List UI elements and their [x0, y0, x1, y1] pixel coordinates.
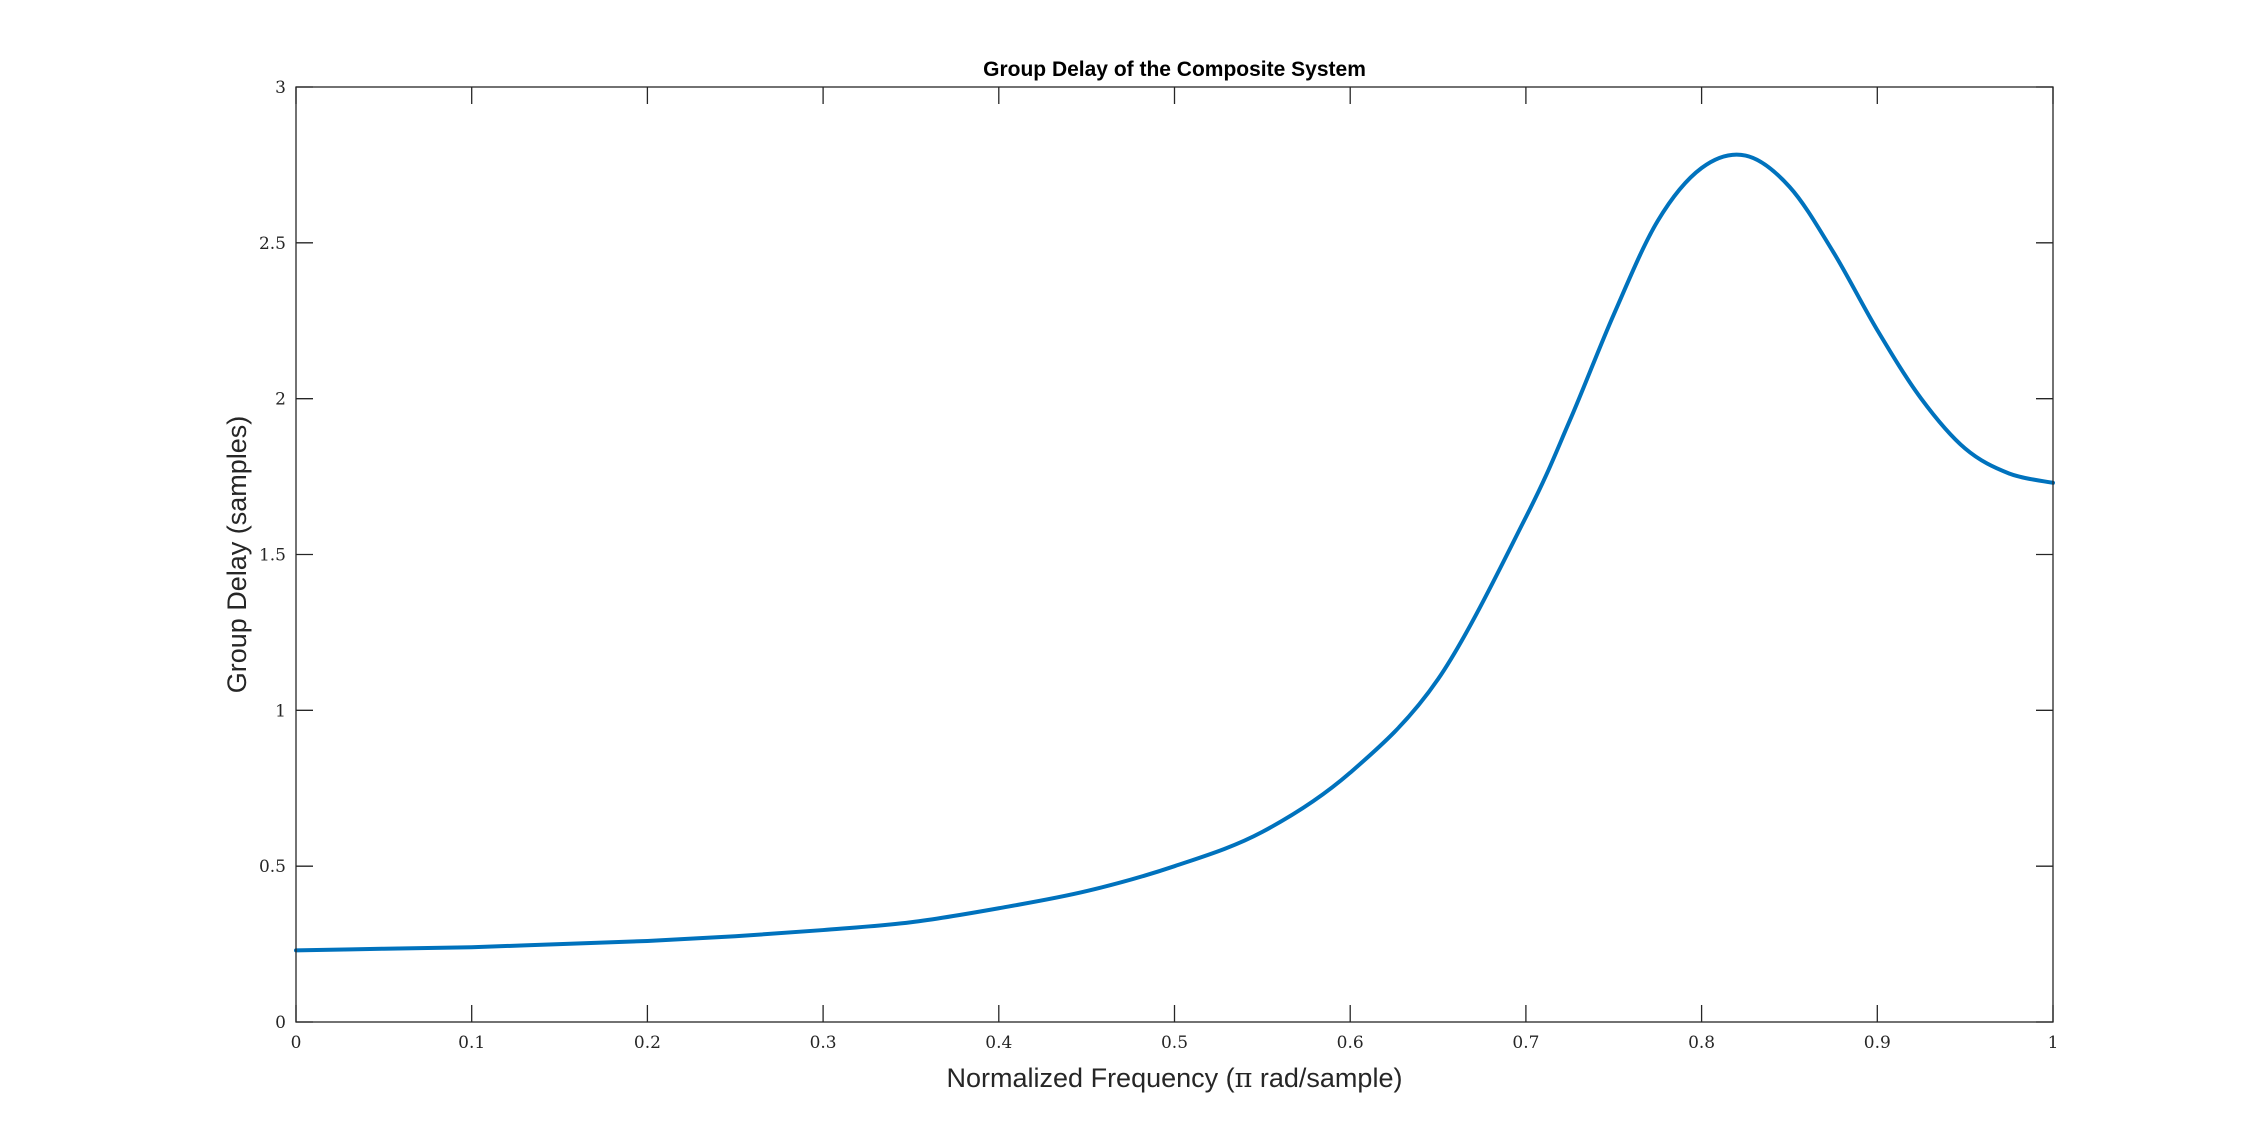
x-tick-label: 1	[2048, 1033, 2059, 1053]
x-tick-label: 0.4	[985, 1033, 1012, 1053]
x-tick-label: 0.5	[1161, 1033, 1188, 1053]
y-tick-label: 3	[275, 78, 286, 98]
chart-title: Group Delay of the Composite System	[983, 58, 1366, 81]
y-tick-label: 1	[275, 701, 286, 721]
y-tick-label: 2.5	[259, 234, 286, 254]
y-tick-label: 1.5	[259, 546, 286, 566]
x-tick-label: 0.3	[810, 1033, 837, 1053]
x-axis-label: Normalized Frequency (π rad/sample)	[947, 1063, 1403, 1094]
axes-background	[296, 87, 2053, 1022]
tick-labels: 0 0.1 0.2 0.3 0.4 0.5 0.6 0.7 0.8 0.9 1 0 0.5 1 1.5 2 2.…	[259, 78, 2058, 1053]
y-axis-label: Group Delay (samples)	[222, 416, 252, 694]
x-tick-label: 0.1	[458, 1033, 485, 1053]
x-tick-label: 0.8	[1688, 1033, 1715, 1053]
y-tick-label: 2	[275, 390, 286, 410]
x-tick-label: 0.2	[634, 1033, 661, 1053]
y-tick-label: 0	[275, 1013, 286, 1033]
x-tick-label: 0.9	[1864, 1033, 1891, 1053]
x-tick-label: 0	[291, 1033, 302, 1053]
y-tick-label: 0.5	[259, 857, 286, 877]
axes-box	[295, 86, 2054, 1023]
x-tick-label: 0.7	[1512, 1033, 1539, 1053]
series-line	[294, 152, 2055, 953]
x-tick-label: 0.6	[1337, 1033, 1364, 1053]
